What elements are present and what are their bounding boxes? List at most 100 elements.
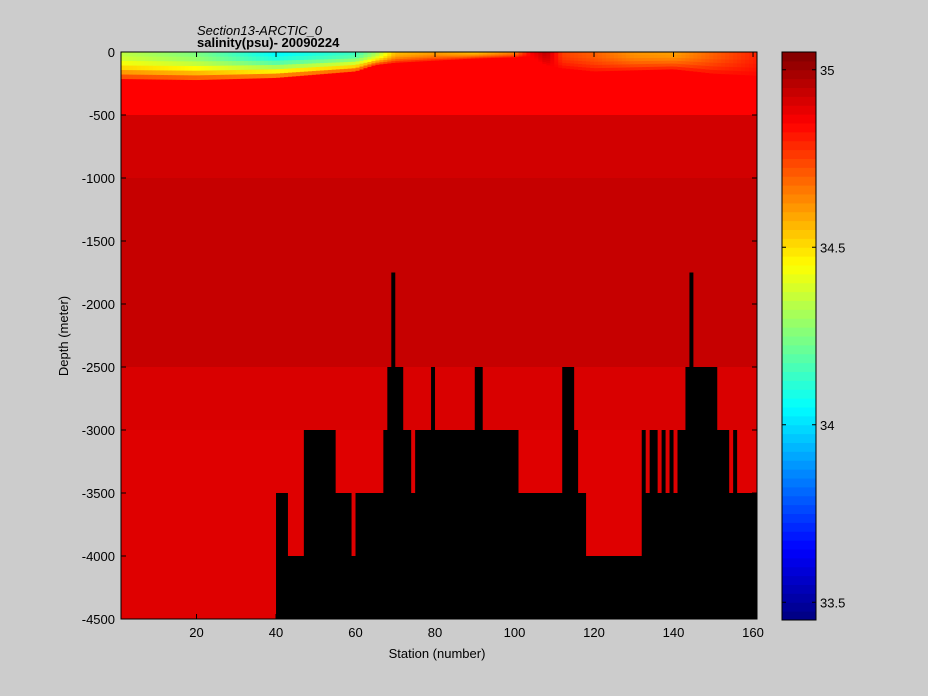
surface-cell	[570, 60, 575, 65]
colorbar-segment	[782, 167, 816, 177]
surface-cell	[276, 52, 281, 57]
surface-cell	[446, 55, 452, 58]
surface-cell	[196, 66, 202, 72]
surface-cell	[550, 59, 555, 63]
surface-cell	[538, 61, 543, 64]
surface-cell	[510, 53, 516, 56]
surface-cell	[188, 65, 194, 72]
surface-cell	[466, 53, 472, 55]
surface-cell	[510, 57, 516, 59]
surface-cell	[482, 54, 488, 56]
surface-cell	[311, 67, 317, 72]
surface-cell	[427, 56, 432, 59]
surface-cell	[196, 80, 202, 86]
surface-cell	[645, 60, 651, 65]
surface-cell	[514, 52, 520, 55]
surface-cell	[339, 58, 345, 63]
colorbar-segment	[782, 549, 816, 559]
y-tick-label: -500	[89, 108, 115, 123]
surface-cell	[522, 55, 528, 57]
surface-cell	[128, 79, 134, 85]
colorbar-segment	[782, 220, 816, 230]
surface-cell	[216, 61, 221, 67]
surface-cell	[542, 63, 547, 67]
surface-cell	[478, 53, 484, 55]
surface-cell	[371, 61, 376, 64]
surface-cell	[419, 52, 424, 55]
surface-cell	[474, 53, 480, 55]
surface-cell	[323, 73, 329, 79]
surface-cell	[327, 59, 333, 64]
colorbar-segment	[782, 540, 816, 550]
surface-cell	[427, 52, 432, 55]
surface-cell	[665, 66, 671, 71]
surface-cell	[609, 61, 615, 66]
surface-cell	[594, 71, 599, 76]
surface-cell	[415, 60, 420, 63]
surface-cell	[427, 54, 432, 58]
surface-cell	[403, 62, 408, 65]
surface-cell	[613, 67, 619, 72]
surface-cell	[435, 60, 440, 63]
surface-cell	[132, 79, 138, 85]
surface-cell	[220, 70, 225, 76]
surface-cell	[562, 62, 567, 67]
surface-cell	[299, 52, 305, 57]
surface-cell	[498, 52, 504, 54]
surface-cell	[745, 71, 750, 76]
surface-cell	[319, 63, 325, 68]
surface-cell	[339, 69, 345, 74]
surface-cell	[323, 52, 329, 57]
surface-cell	[192, 70, 198, 76]
surface-cell	[645, 69, 651, 74]
surface-cell	[514, 57, 520, 59]
surface-cell	[641, 52, 647, 56]
surface-cell	[554, 64, 559, 68]
colorbar-segment	[782, 123, 816, 133]
surface-cell	[641, 61, 647, 65]
surface-cell	[446, 54, 452, 57]
x-tick-label: 120	[583, 625, 605, 640]
colorbar-segment	[782, 460, 816, 470]
surface-cell	[355, 64, 361, 69]
surface-cell	[192, 52, 198, 58]
surface-cell	[180, 70, 186, 76]
surface-cell	[363, 68, 369, 72]
surface-cell	[200, 52, 206, 58]
surface-cell	[745, 75, 750, 80]
colorbar-segment	[782, 282, 816, 293]
surface-cell	[351, 61, 357, 66]
surface-cell	[295, 56, 301, 61]
surface-cell	[510, 55, 516, 58]
surface-cell	[733, 67, 738, 72]
surface-cell	[260, 65, 265, 71]
surface-cell	[530, 54, 535, 57]
surface-cell	[287, 60, 293, 65]
surface-cell	[530, 52, 535, 55]
surface-cell	[709, 52, 714, 57]
surface-cell	[558, 52, 563, 56]
surface-cell	[264, 60, 269, 66]
surface-cell	[351, 65, 357, 69]
x-tick-label: 20	[189, 625, 203, 640]
surface-cell	[248, 56, 253, 62]
surface-cell	[136, 70, 142, 76]
surface-cell	[280, 68, 285, 74]
surface-cell	[307, 59, 313, 65]
surface-cell	[367, 54, 373, 58]
surface-cell	[236, 69, 241, 76]
surface-cell	[737, 59, 742, 65]
surface-cell	[605, 71, 611, 75]
surface-cell	[184, 61, 190, 67]
surface-cell	[367, 56, 373, 61]
surface-cell	[717, 66, 722, 71]
surface-cell	[407, 62, 412, 65]
surface-cell	[598, 68, 603, 72]
surface-cell	[224, 52, 229, 58]
surface-cell	[188, 79, 194, 86]
surface-cell	[136, 52, 142, 58]
surface-cell	[705, 52, 710, 57]
surface-cell	[164, 56, 170, 62]
surface-cell	[470, 54, 476, 56]
surface-cell	[717, 73, 722, 79]
